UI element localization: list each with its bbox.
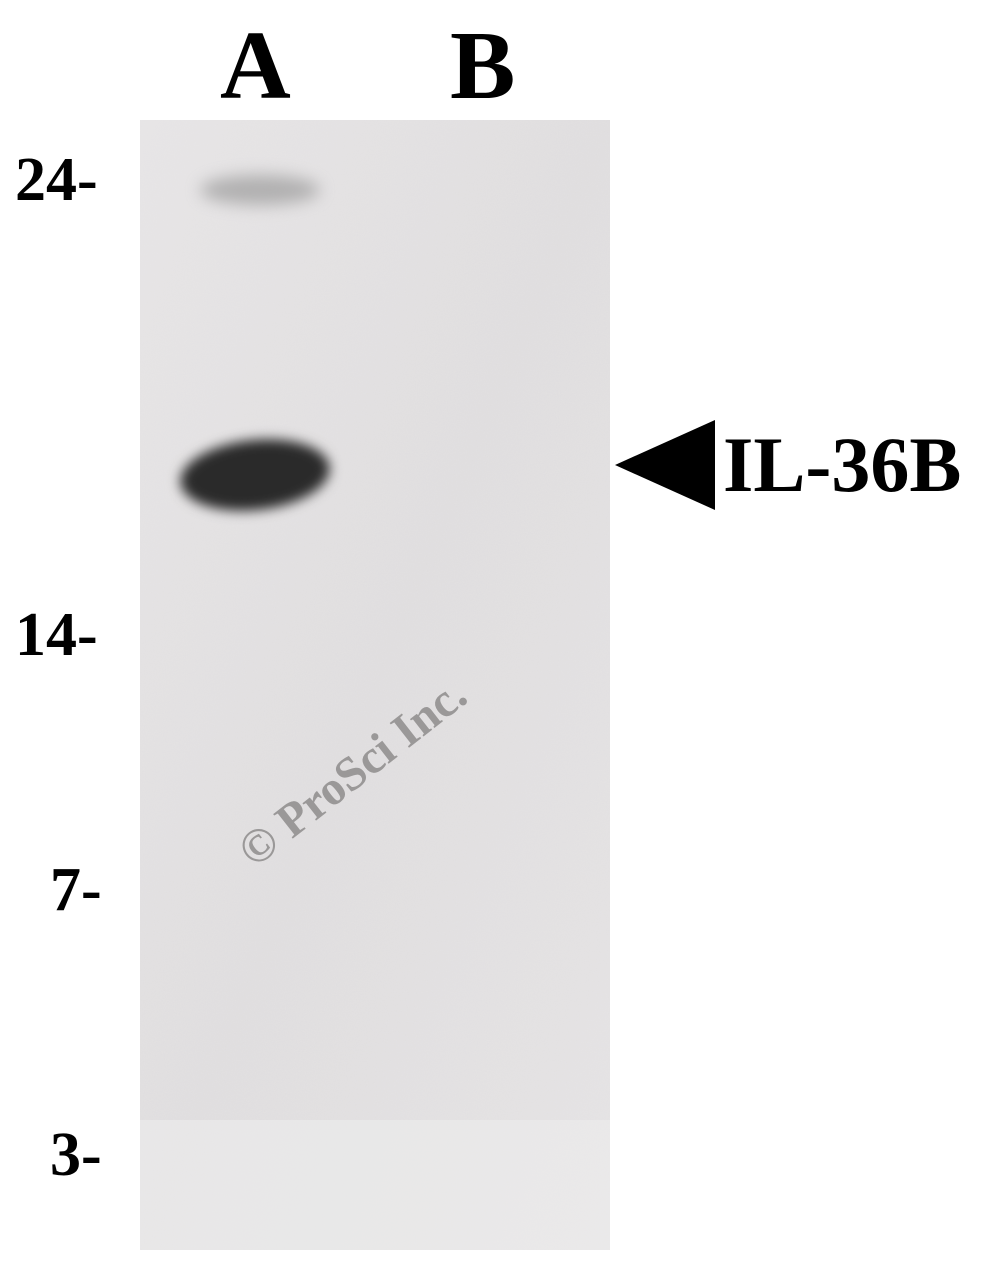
mw-marker-3: 3-	[50, 1120, 102, 1191]
lane-label-a: A	[220, 10, 291, 122]
lane-label-b: B	[450, 10, 515, 122]
band-faint-upper	[200, 175, 320, 205]
blot-membrane-svg	[140, 120, 610, 1250]
mw-marker-14: 14-	[15, 600, 98, 671]
target-label-text: IL-36B	[723, 420, 961, 510]
mw-marker-24: 24-	[15, 145, 98, 216]
blot-membrane	[140, 120, 610, 1250]
arrow-left-icon	[615, 420, 715, 510]
mw-marker-7: 7-	[50, 855, 102, 926]
target-label: IL-36B	[615, 420, 961, 510]
